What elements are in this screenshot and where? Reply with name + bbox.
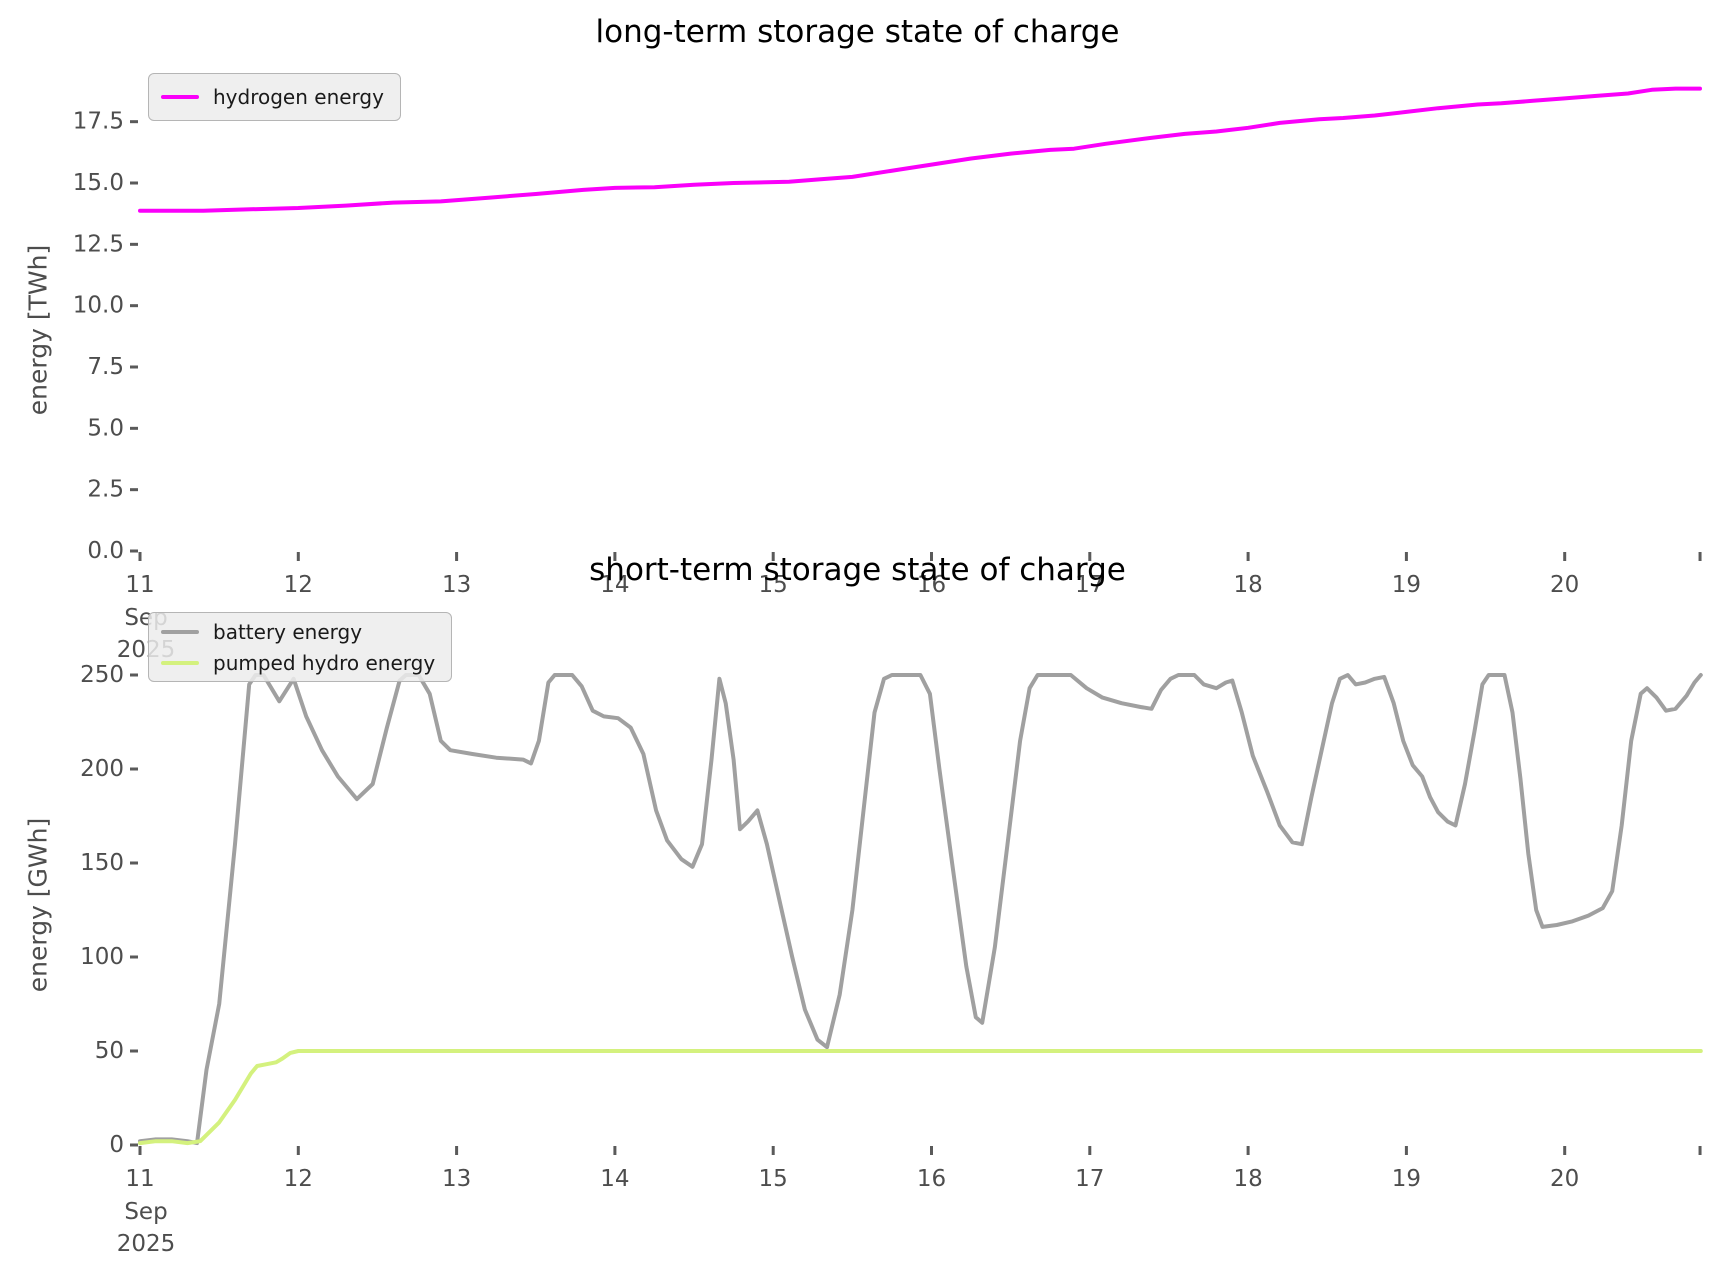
- pumped-hydro-line-swatch: [161, 660, 199, 665]
- legend-entry-hydrogen: hydrogen energy: [161, 85, 384, 109]
- short-term-chart-title: short-term storage state of charge: [589, 552, 1126, 588]
- x-tick-label: 19: [1392, 572, 1421, 598]
- y-tick-label: 15.0: [73, 170, 124, 196]
- long-term-legend: hydrogen energy: [148, 73, 401, 121]
- long-term-y-axis-label: energy [TWh]: [23, 244, 53, 416]
- x-axis-year-label: 2025: [117, 1231, 176, 1257]
- y-tick-label: 10.0: [73, 293, 124, 319]
- y-tick-label: 200: [80, 756, 124, 782]
- x-axis-month-label: Sep: [124, 1199, 167, 1225]
- x-tick-label: 20: [1550, 1166, 1579, 1192]
- x-tick-label: 12: [284, 572, 313, 598]
- x-tick-label: 16: [917, 1166, 946, 1192]
- x-tick-label: 11: [125, 572, 154, 598]
- x-tick-label: 17: [1075, 1166, 1104, 1192]
- x-tick-label: 18: [1233, 1166, 1262, 1192]
- series-line-pumped-hydro-energy: [138, 1049, 1703, 1146]
- y-tick-label: 250: [80, 662, 124, 688]
- y-tick-label: 100: [80, 944, 124, 970]
- x-tick-label: 14: [600, 572, 629, 598]
- x-tick-label: 11: [125, 1166, 154, 1192]
- y-tick-label: 50: [95, 1038, 124, 1064]
- short-term-y-axis-label: energy [GWh]: [23, 817, 53, 993]
- y-tick-label: 12.5: [73, 231, 124, 257]
- x-tick-label: 16: [917, 572, 946, 598]
- hydrogen-line-swatch: [161, 95, 199, 99]
- y-tick-label: 7.5: [87, 354, 124, 380]
- x-tick-label: 13: [442, 1166, 471, 1192]
- long-term-chart-title: long-term storage state of charge: [595, 14, 1120, 50]
- series-line-hydrogen-energy: [138, 86, 1702, 213]
- x-tick-label: 14: [600, 1166, 629, 1192]
- legend-entry-pumped-hydro: pumped hydro energy: [161, 651, 435, 675]
- short-term-legend: battery energy pumped hydro energy: [148, 612, 453, 682]
- x-tick-label: 13: [442, 572, 471, 598]
- y-tick-label: 150: [80, 850, 124, 876]
- hydrogen-legend-label: hydrogen energy: [213, 85, 384, 109]
- y-tick-label: 0.0: [87, 538, 124, 564]
- legend-entry-battery: battery energy: [161, 620, 435, 644]
- y-tick-label: 5.0: [87, 415, 124, 441]
- y-tick-label: 17.5: [73, 109, 124, 135]
- x-tick-label: 18: [1233, 572, 1262, 598]
- x-tick-label: 12: [284, 1166, 313, 1192]
- x-tick-label: 20: [1550, 572, 1579, 598]
- x-tick-label: 15: [759, 1166, 788, 1192]
- battery-line-swatch: [161, 629, 199, 634]
- x-tick-label: 15: [759, 572, 788, 598]
- pumped-hydro-legend-label: pumped hydro energy: [213, 650, 436, 675]
- series-line-battery-energy: [138, 673, 1703, 1146]
- x-tick-label: 19: [1392, 1166, 1421, 1192]
- battery-legend-label: battery energy: [213, 619, 363, 644]
- y-tick-label: 0: [109, 1132, 124, 1158]
- x-tick-label: 17: [1075, 572, 1104, 598]
- y-tick-label: 2.5: [87, 477, 124, 503]
